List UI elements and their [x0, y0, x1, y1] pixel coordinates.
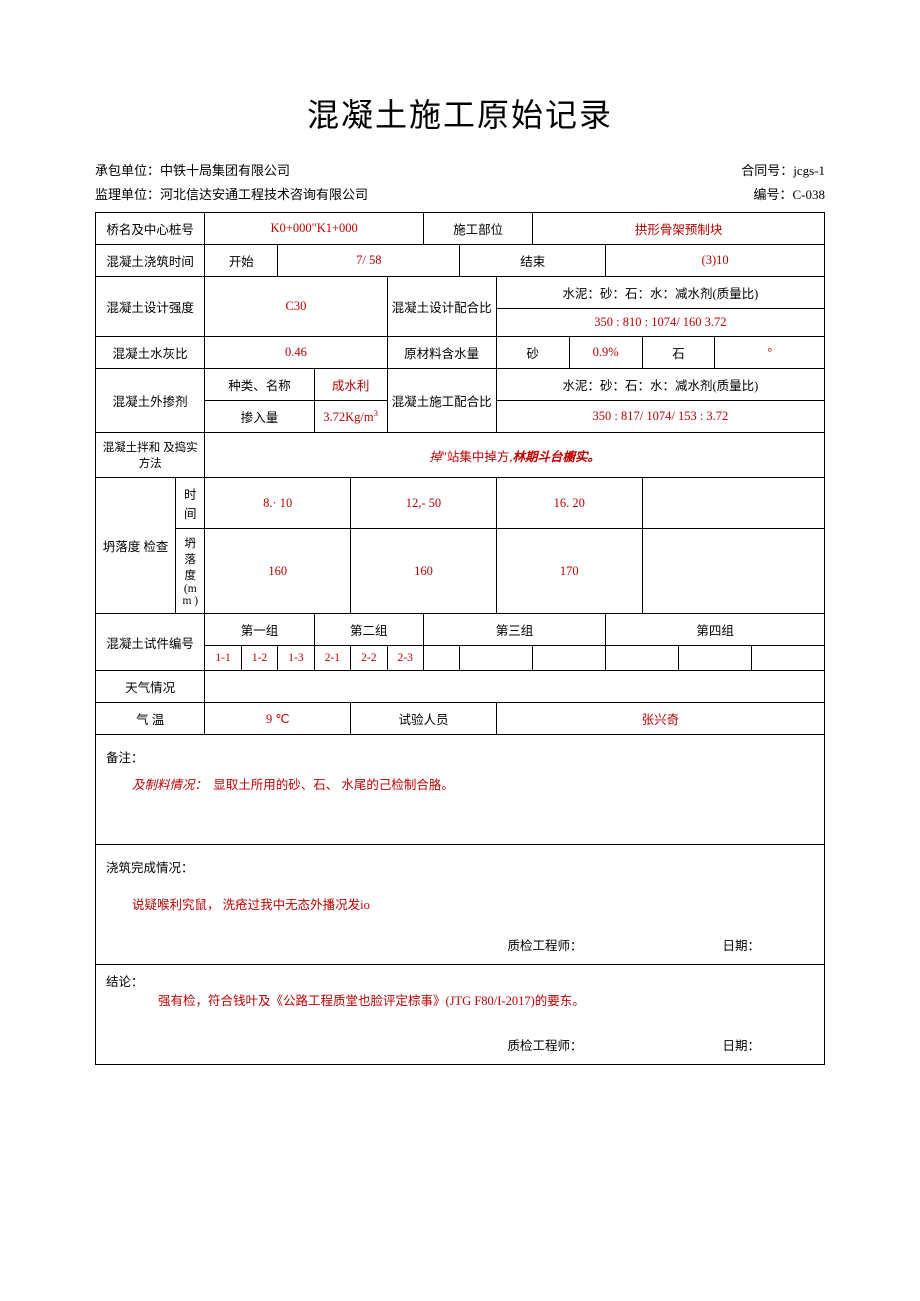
value-pour-end: (3)10 [606, 245, 825, 277]
serial-value: C-038 [793, 187, 826, 202]
value-stone-water: ° [715, 337, 825, 369]
value-slump-t4 [642, 478, 824, 529]
value-pour-start: 7/ 58 [278, 245, 460, 277]
value-tester: 张兴奇 [496, 703, 824, 735]
value-slump-v2: 160 [351, 529, 497, 614]
label-tester: 试验人员 [351, 703, 497, 735]
value-slump-v4 [642, 529, 824, 614]
label-end: 结束 [460, 245, 606, 277]
value-admixture-name: 成水利 [314, 369, 387, 401]
value-pour-done-text: 说疑喉利究鼠， 洗疮过我中无态外播况发io [132, 898, 370, 912]
label-raw-water: 原材料含水量 [387, 337, 496, 369]
pour-done-cell: 浇筑完成情况： 说疑喉利究鼠， 洗疮过我中无态外播况发io 质检工程师： 日期： [96, 845, 825, 965]
value-conclusion-text: 强有检，符合钱叶及《公路工程质堂也脸评定棕事》(JTG F80/I-2017)的… [158, 994, 585, 1008]
label-admixture: 混凝土外掺剂 [96, 369, 205, 433]
label-design-strength: 混凝土设计强度 [96, 277, 205, 337]
value-admixture-dosage: 3.72Kg/m3 [314, 401, 387, 433]
label-conclusion: 结论： [106, 971, 820, 990]
value-slump-t3: 16. 20 [496, 478, 642, 529]
value-remarks-text: 显取土所用的砂、石、 水尾的己检制合胳。 [213, 778, 454, 792]
contract-no-label: 合同号： [741, 163, 793, 178]
supervisor-label: 监理单位： [95, 187, 160, 202]
value-design-mix: 350 : 810 : 1074/ 160 3.72 [496, 309, 824, 337]
label-stone: 石 [642, 337, 715, 369]
value-slump-t2: 12,- 50 [351, 478, 497, 529]
contractor-label: 承包单位： [95, 163, 160, 178]
label-slump-time: 时间 [176, 478, 205, 529]
label-slump-mm: 坍落度(mm ) [176, 529, 205, 614]
label-mix-method: 混凝土拌和 及捣实方法 [96, 433, 205, 478]
label-bridge-name: 桥名及中心桩号 [96, 213, 205, 245]
label-pour-time: 混凝土浇筑时间 [96, 245, 205, 277]
label-qc1: 质检工程师： [507, 935, 582, 954]
value-sand-water: 0.9% [569, 337, 642, 369]
label-group1: 第一组 [205, 614, 314, 646]
label-slump-check: 坍落度 检查 [96, 478, 176, 614]
label-sample-no: 混凝土试件编号 [96, 614, 205, 671]
label-construction-part: 施工部位 [423, 213, 532, 245]
remarks-cell: 备注： 及制料情况： 显取土所用的砂、石、 水尾的己检制合胳。 [96, 735, 825, 845]
main-table: 桥名及中心桩号 K0+000"K1+000 施工部位 拱形骨架预制块 混凝土浇筑… [95, 212, 825, 1065]
label-water-cement: 混凝土水灰比 [96, 337, 205, 369]
value-slump-v3: 170 [496, 529, 642, 614]
s12: 1-2 [241, 646, 277, 671]
serial-label: 编号： [753, 187, 792, 202]
page-title: 混凝土施工原始记录 [95, 90, 825, 136]
value-mix-method: 掉"站集中掉方,林期斗台櫥实。 [205, 433, 825, 478]
label-remarks-sub: 及制料情况： [132, 778, 207, 792]
supervisor-value: 河北信达安通工程技术咨询有限公司 [160, 187, 368, 202]
label-design-mix-header: 水泥：砂：石：水：减水剂(质量比) [496, 277, 824, 309]
contract-no-value: jcgs-1 [793, 163, 825, 178]
value-water-cement: 0.46 [205, 337, 387, 369]
s22: 2-2 [351, 646, 387, 671]
label-pour-done: 浇筑完成情况： [106, 851, 820, 876]
s21: 2-1 [314, 646, 350, 671]
value-design-strength: C30 [205, 277, 387, 337]
s41 [606, 646, 679, 671]
label-date2: 日期： [722, 1035, 760, 1054]
header-block: 承包单位：中铁十局集团有限公司 合同号：jcgs-1 监理单位：河北信达安通工程… [95, 160, 825, 206]
value-temperature: 9 ℃ [205, 703, 351, 735]
value-weather [205, 671, 825, 703]
s13: 1-3 [278, 646, 314, 671]
s42 [679, 646, 752, 671]
label-weather: 天气情况 [96, 671, 205, 703]
label-remarks: 备注： [106, 741, 820, 766]
s33 [533, 646, 606, 671]
value-bridge-name: K0+000"K1+000 [205, 213, 424, 245]
label-temperature: 气 温 [96, 703, 205, 735]
label-group4: 第四组 [606, 614, 825, 646]
label-start: 开始 [205, 245, 278, 277]
label-group2: 第二组 [314, 614, 423, 646]
s23: 2-3 [387, 646, 423, 671]
s11: 1-1 [205, 646, 241, 671]
label-type-name: 种类、名称 [205, 369, 314, 401]
value-slump-v1: 160 [205, 529, 351, 614]
s31 [423, 646, 459, 671]
label-construction-mix-header: 水泥：砂：石：水：减水剂(质量比) [496, 369, 824, 401]
conclusion-cell: 结论： 强有检，符合钱叶及《公路工程质堂也脸评定棕事》(JTG F80/I-20… [96, 965, 825, 1065]
label-group3: 第三组 [423, 614, 605, 646]
label-date1: 日期： [722, 935, 760, 954]
label-dosage: 掺入量 [205, 401, 314, 433]
label-sand: 砂 [496, 337, 569, 369]
label-construction-mix: 混凝土施工配合比 [387, 369, 496, 433]
label-qc2: 质检工程师： [507, 1035, 582, 1054]
value-construction-part: 拱形骨架预制块 [533, 213, 825, 245]
label-design-mix: 混凝土设计配合比 [387, 277, 496, 337]
s43 [751, 646, 824, 671]
value-construction-mix: 350 : 817/ 1074/ 153 : 3.72 [496, 401, 824, 433]
contractor-value: 中铁十局集团有限公司 [160, 163, 290, 178]
value-slump-t1: 8.· 10 [205, 478, 351, 529]
s32 [460, 646, 533, 671]
